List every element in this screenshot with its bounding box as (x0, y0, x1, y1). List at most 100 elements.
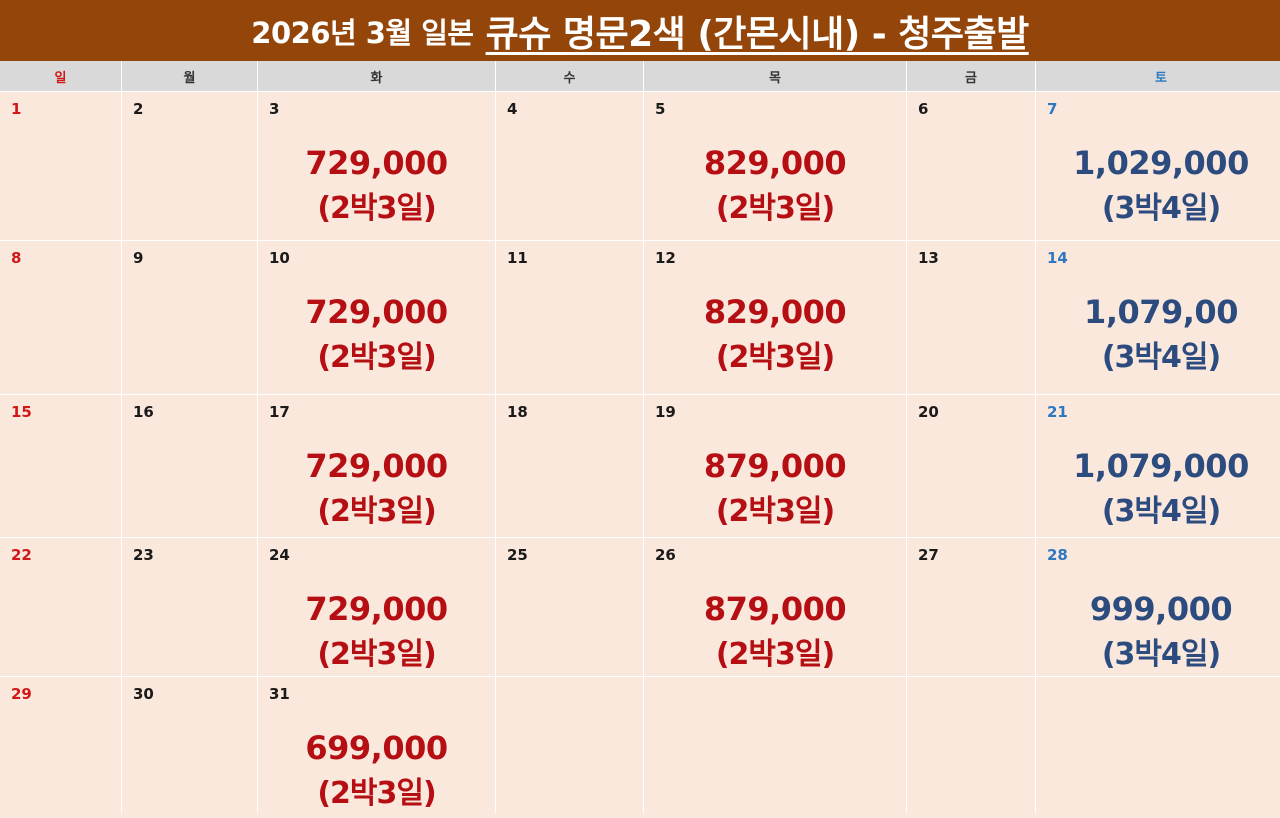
tour-price-block: 829,000 (2박3일) (644, 140, 906, 232)
tour-duration: (3박4일) (1101, 340, 1221, 375)
weekday-header-sat: 토 (1036, 61, 1280, 91)
calendar-day-cell (496, 677, 643, 818)
day-number: 6 (918, 100, 929, 118)
calendar-day-cell: 2 (122, 92, 257, 240)
day-number: 22 (11, 546, 32, 564)
tour-price-block: 729,000 (2박3일) (258, 289, 495, 381)
calendar-day-cell: 13 (907, 241, 1035, 394)
tour-price: 1,079,000 (1073, 447, 1249, 485)
day-number: 16 (133, 403, 154, 421)
calendar-day-cell[interactable]: 7 1,029,000 (3박4일) (1036, 92, 1280, 240)
day-number: 5 (655, 100, 666, 118)
day-number: 3 (269, 100, 280, 118)
calendar-day-cell[interactable]: 5 829,000 (2박3일) (644, 92, 906, 240)
calendar-day-cell[interactable]: 3 729,000 (2박3일) (258, 92, 495, 240)
day-number: 1 (11, 100, 22, 118)
calendar-day-cell: 20 (907, 395, 1035, 537)
tour-price: 879,000 (703, 590, 847, 628)
calendar-day-cell[interactable]: 12 829,000 (2박3일) (644, 241, 906, 394)
tour-duration: (2박3일) (317, 494, 436, 529)
calendar-day-cell: 22 (0, 538, 121, 676)
tour-duration: (2박3일) (317, 191, 436, 226)
title-prefix: 2026년 3월 일본 (251, 15, 474, 50)
tour-price: 829,000 (703, 293, 847, 331)
tour-price: 729,000 (305, 447, 448, 485)
tour-duration: (2박3일) (317, 776, 436, 811)
day-number: 18 (507, 403, 528, 421)
tour-price-block: 879,000 (2박3일) (644, 443, 906, 535)
calendar-day-cell (907, 677, 1035, 818)
calendar-day-cell (644, 677, 906, 818)
calendar-day-cell (1036, 677, 1280, 818)
day-number: 25 (507, 546, 528, 564)
day-number: 29 (11, 685, 32, 703)
tour-price-block: 699,000 (2박3일) (258, 725, 495, 817)
tour-price: 829,000 (703, 144, 847, 182)
calendar-day-cell: 9 (122, 241, 257, 394)
calendar-day-cell: 30 (122, 677, 257, 818)
day-number: 28 (1047, 546, 1068, 564)
calendar-day-cell: 23 (122, 538, 257, 676)
tour-price-block: 1,079,00 (3박4일) (1036, 289, 1280, 381)
day-number: 31 (269, 685, 290, 703)
day-number: 21 (1047, 403, 1068, 421)
calendar-day-cell: 11 (496, 241, 643, 394)
calendar-day-cell[interactable]: 10 729,000 (2박3일) (258, 241, 495, 394)
calendar-day-cell: 6 (907, 92, 1035, 240)
tour-price-block: 1,029,000 (3박4일) (1036, 140, 1280, 232)
calendar-day-cell: 27 (907, 538, 1035, 676)
tour-duration: (2박3일) (715, 340, 835, 375)
tour-price-block: 729,000 (2박3일) (258, 443, 495, 535)
day-number: 2 (133, 100, 144, 118)
calendar-day-cell: 4 (496, 92, 643, 240)
day-number: 7 (1047, 100, 1058, 118)
tour-duration: (3박4일) (1101, 191, 1221, 226)
day-number: 12 (655, 249, 676, 267)
tour-duration: (2박3일) (715, 494, 835, 529)
day-number: 10 (269, 249, 290, 267)
tour-price-block: 729,000 (2박3일) (258, 140, 495, 232)
day-number: 9 (133, 249, 144, 267)
weekday-header-wed: 수 (496, 61, 643, 91)
calendar-day-cell: 25 (496, 538, 643, 676)
tour-duration: (2박3일) (715, 637, 835, 672)
calendar-day-cell[interactable]: 28 999,000 (3박4일) (1036, 538, 1280, 676)
day-number: 30 (133, 685, 154, 703)
tour-price: 999,000 (1089, 590, 1233, 628)
calendar-day-cell[interactable]: 21 1,079,000 (3박4일) (1036, 395, 1280, 537)
tour-duration: (2박3일) (317, 340, 436, 375)
tour-price: 1,079,00 (1084, 293, 1238, 331)
calendar-day-cell: 8 (0, 241, 121, 394)
day-number: 20 (918, 403, 939, 421)
day-number: 23 (133, 546, 154, 564)
title-banner: 2026년 3월 일본 큐슈 명문2색 (간몬시내) - 청주출발 (0, 0, 1280, 61)
calendar-day-cell[interactable]: 24 729,000 (2박3일) (258, 538, 495, 676)
weekday-header-mon: 월 (122, 61, 257, 91)
tour-price-block: 999,000 (3박4일) (1036, 586, 1280, 678)
calendar-day-cell[interactable]: 31 699,000 (2박3일) (258, 677, 495, 818)
weekday-header-sun: 일 (0, 61, 121, 91)
tour-price-block: 1,079,000 (3박4일) (1036, 443, 1280, 535)
calendar-day-cell: 15 (0, 395, 121, 537)
calendar-day-cell[interactable]: 17 729,000 (2박3일) (258, 395, 495, 537)
calendar-day-cell[interactable]: 19 879,000 (2박3일) (644, 395, 906, 537)
tour-price: 879,000 (703, 447, 847, 485)
tour-duration: (2박3일) (715, 191, 835, 226)
day-number: 11 (507, 249, 528, 267)
weekday-header-thu: 목 (644, 61, 906, 91)
calendar-day-cell[interactable]: 26 879,000 (2박3일) (644, 538, 906, 676)
tour-price: 729,000 (305, 144, 448, 182)
day-number: 13 (918, 249, 939, 267)
calendar-grid: 일 월 화 수 목 금 토 1 2 3 729,000 (2박3일) 4 5 829,000(… (0, 61, 1280, 818)
tour-duration: (3박4일) (1101, 494, 1221, 529)
tour-duration: (2박3일) (317, 637, 436, 672)
day-number: 15 (11, 403, 32, 421)
calendar-day-cell: 18 (496, 395, 643, 537)
tour-price: 729,000 (305, 293, 448, 331)
calendar-day-cell[interactable]: 14 1,079,00 (3박4일) (1036, 241, 1280, 394)
calendar-day-cell: 29 (0, 677, 121, 818)
day-number: 27 (918, 546, 939, 564)
weekday-header-fri: 금 (907, 61, 1035, 91)
day-number: 26 (655, 546, 676, 564)
day-number: 17 (269, 403, 290, 421)
